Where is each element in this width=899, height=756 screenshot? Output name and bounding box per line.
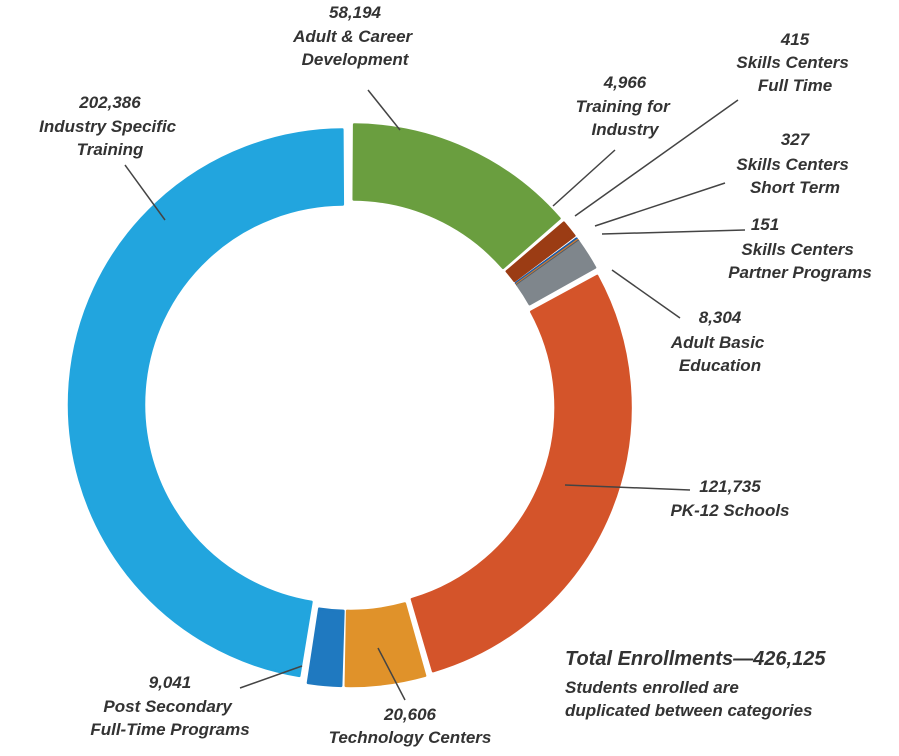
category-label: Training for Industry [576,97,675,139]
note-annotation: Students enrolled are duplicated between… [565,678,813,720]
leader-line [367,89,401,131]
category-label: Adult Basic Education [670,333,769,375]
category-label: PK-12 Schools [670,501,789,520]
data-label: 121,735 [699,477,761,496]
donut-slice [306,607,345,688]
leader-line [564,484,691,491]
leader-line [552,149,616,207]
data-label: 20,606 [383,705,437,724]
data-label: 4,966 [603,73,647,92]
category-label: Skills Centers Partner Programs [728,240,872,282]
data-label: 9,041 [149,673,192,692]
data-label: 8,304 [699,308,742,327]
data-label: 202,386 [78,93,141,112]
leader-line [611,269,681,319]
data-label: 58,194 [329,3,382,22]
leader-line [574,99,739,217]
donut-slice [410,274,632,673]
leader-line [377,647,406,701]
category-label: Skills Centers Short Term [736,155,853,197]
leader-line [601,229,746,235]
category-label: Adult & Career Development [292,27,417,69]
donut-slice [505,221,576,283]
donut-slice [344,602,427,688]
category-label: Post Secondary Full-Time Programs [90,697,249,739]
category-label: Technology Centers [329,728,492,747]
category-label: Skills Centers Full Time [736,53,853,95]
data-label: 151 [751,215,779,234]
category-label: Industry Specific Training [39,117,181,159]
donut-slice [516,240,597,306]
total-annotation: Total Enrollments—426,125 [565,648,826,670]
donut-slice [352,123,561,270]
leader-line [124,164,166,221]
leader-line [594,182,726,227]
data-label: 327 [781,130,811,149]
data-label: 415 [780,30,810,49]
donut-slice [67,128,345,678]
leader-line [239,665,303,689]
